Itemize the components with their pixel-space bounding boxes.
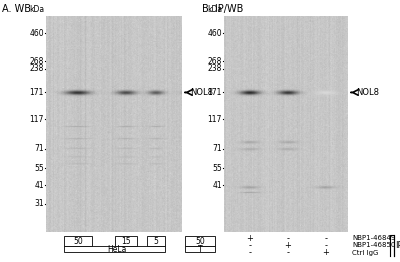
Bar xyxy=(115,236,137,246)
Text: 460: 460 xyxy=(29,29,44,37)
Text: NOL8: NOL8 xyxy=(356,88,379,97)
Text: -: - xyxy=(324,234,328,243)
Text: kDa: kDa xyxy=(29,6,44,14)
Text: B. IP/WB: B. IP/WB xyxy=(202,4,243,14)
Text: +: + xyxy=(322,248,330,257)
Text: 238: 238 xyxy=(208,64,222,73)
Text: 117: 117 xyxy=(208,115,222,124)
Text: 71: 71 xyxy=(34,144,44,153)
Text: 268: 268 xyxy=(30,57,44,66)
Text: -: - xyxy=(286,248,290,257)
Text: 460: 460 xyxy=(207,29,222,37)
Text: 268: 268 xyxy=(208,57,222,66)
Text: +: + xyxy=(246,234,254,243)
Text: kDa: kDa xyxy=(207,6,222,14)
Bar xyxy=(64,236,92,246)
Bar xyxy=(147,236,165,246)
Text: NOL8: NOL8 xyxy=(190,88,213,97)
Bar xyxy=(64,246,165,252)
Text: NBP1-46850: NBP1-46850 xyxy=(352,243,395,248)
Text: T: T xyxy=(198,245,202,254)
Text: 55: 55 xyxy=(34,163,44,173)
Text: 41: 41 xyxy=(34,181,44,190)
Bar xyxy=(185,236,215,246)
Text: -: - xyxy=(324,241,328,250)
Text: Ctrl IgG: Ctrl IgG xyxy=(352,250,378,255)
Text: 238: 238 xyxy=(30,64,44,73)
Bar xyxy=(185,246,215,252)
Text: IP: IP xyxy=(395,241,400,250)
Text: -: - xyxy=(286,234,290,243)
Text: HeLa: HeLa xyxy=(107,245,127,254)
Text: 55: 55 xyxy=(212,163,222,173)
Text: 50: 50 xyxy=(73,237,83,245)
Text: -: - xyxy=(248,248,252,257)
Text: 15: 15 xyxy=(121,237,131,245)
Text: 31: 31 xyxy=(34,199,44,208)
Text: -: - xyxy=(248,241,252,250)
Text: 171: 171 xyxy=(30,88,44,97)
Text: 5: 5 xyxy=(154,237,158,245)
Text: 171: 171 xyxy=(208,88,222,97)
Text: 50: 50 xyxy=(195,237,205,245)
Text: +: + xyxy=(284,241,292,250)
Text: A. WB: A. WB xyxy=(2,4,31,14)
Text: NBP1-46849: NBP1-46849 xyxy=(352,236,395,241)
Text: 117: 117 xyxy=(30,115,44,124)
Text: 41: 41 xyxy=(212,181,222,190)
Text: 71: 71 xyxy=(212,144,222,153)
